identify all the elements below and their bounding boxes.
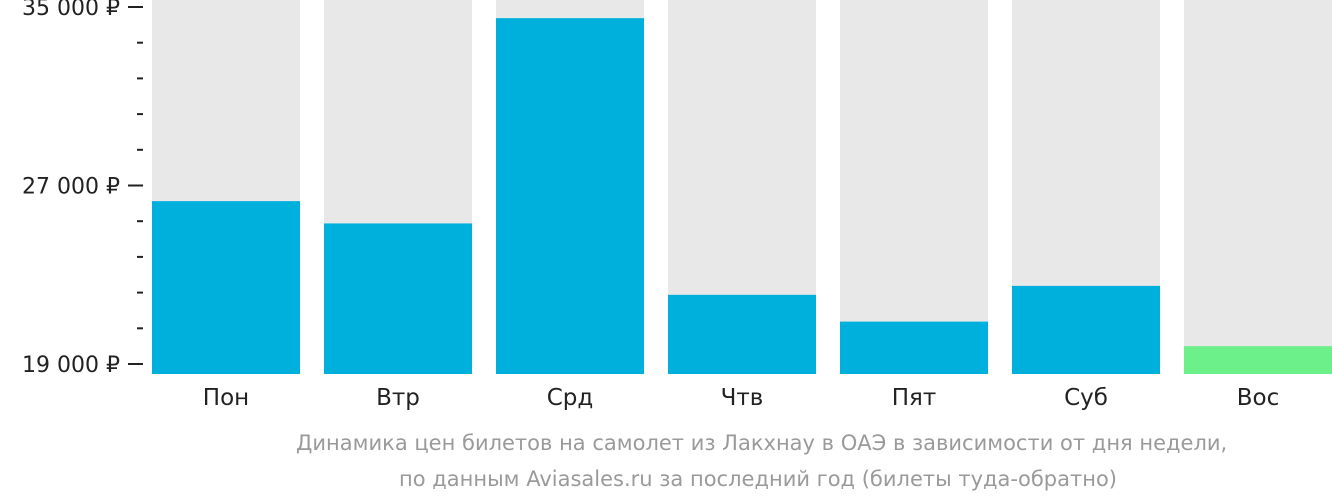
- chart-caption-line-2: по данным Aviasales.ru за последний год …: [399, 467, 1117, 491]
- bar-background: [840, 0, 988, 374]
- x-tick-label: Суб: [1064, 385, 1108, 411]
- bar: [324, 223, 472, 374]
- bar-background: [1184, 0, 1332, 374]
- x-tick-label: Втр: [376, 385, 420, 411]
- x-tick-label: Пон: [203, 385, 249, 411]
- bar: [1012, 285, 1160, 374]
- y-tick-label: 35 000 ₽: [22, 0, 120, 21]
- bar: [668, 294, 816, 374]
- x-tick-label: Пят: [892, 385, 937, 411]
- x-tick-label: Чтв: [721, 385, 764, 411]
- chart-caption-line-1: Динамика цен билетов на самолет из Лакхн…: [296, 431, 1228, 455]
- price-by-weekday-chart: 35 000 ₽ 27 000 ₽ 19 000 ₽ Пон Втр Срд Чтв Пят С…: [22, 0, 1332, 411]
- bar: [496, 18, 644, 374]
- bar: [152, 201, 300, 374]
- y-tick-label: 27 000 ₽: [22, 175, 120, 200]
- bar: [840, 321, 988, 374]
- x-tick-label: Вос: [1237, 385, 1280, 411]
- x-tick-label: Срд: [547, 385, 594, 411]
- bar: [1184, 346, 1332, 374]
- y-tick-label: 19 000 ₽: [22, 353, 120, 378]
